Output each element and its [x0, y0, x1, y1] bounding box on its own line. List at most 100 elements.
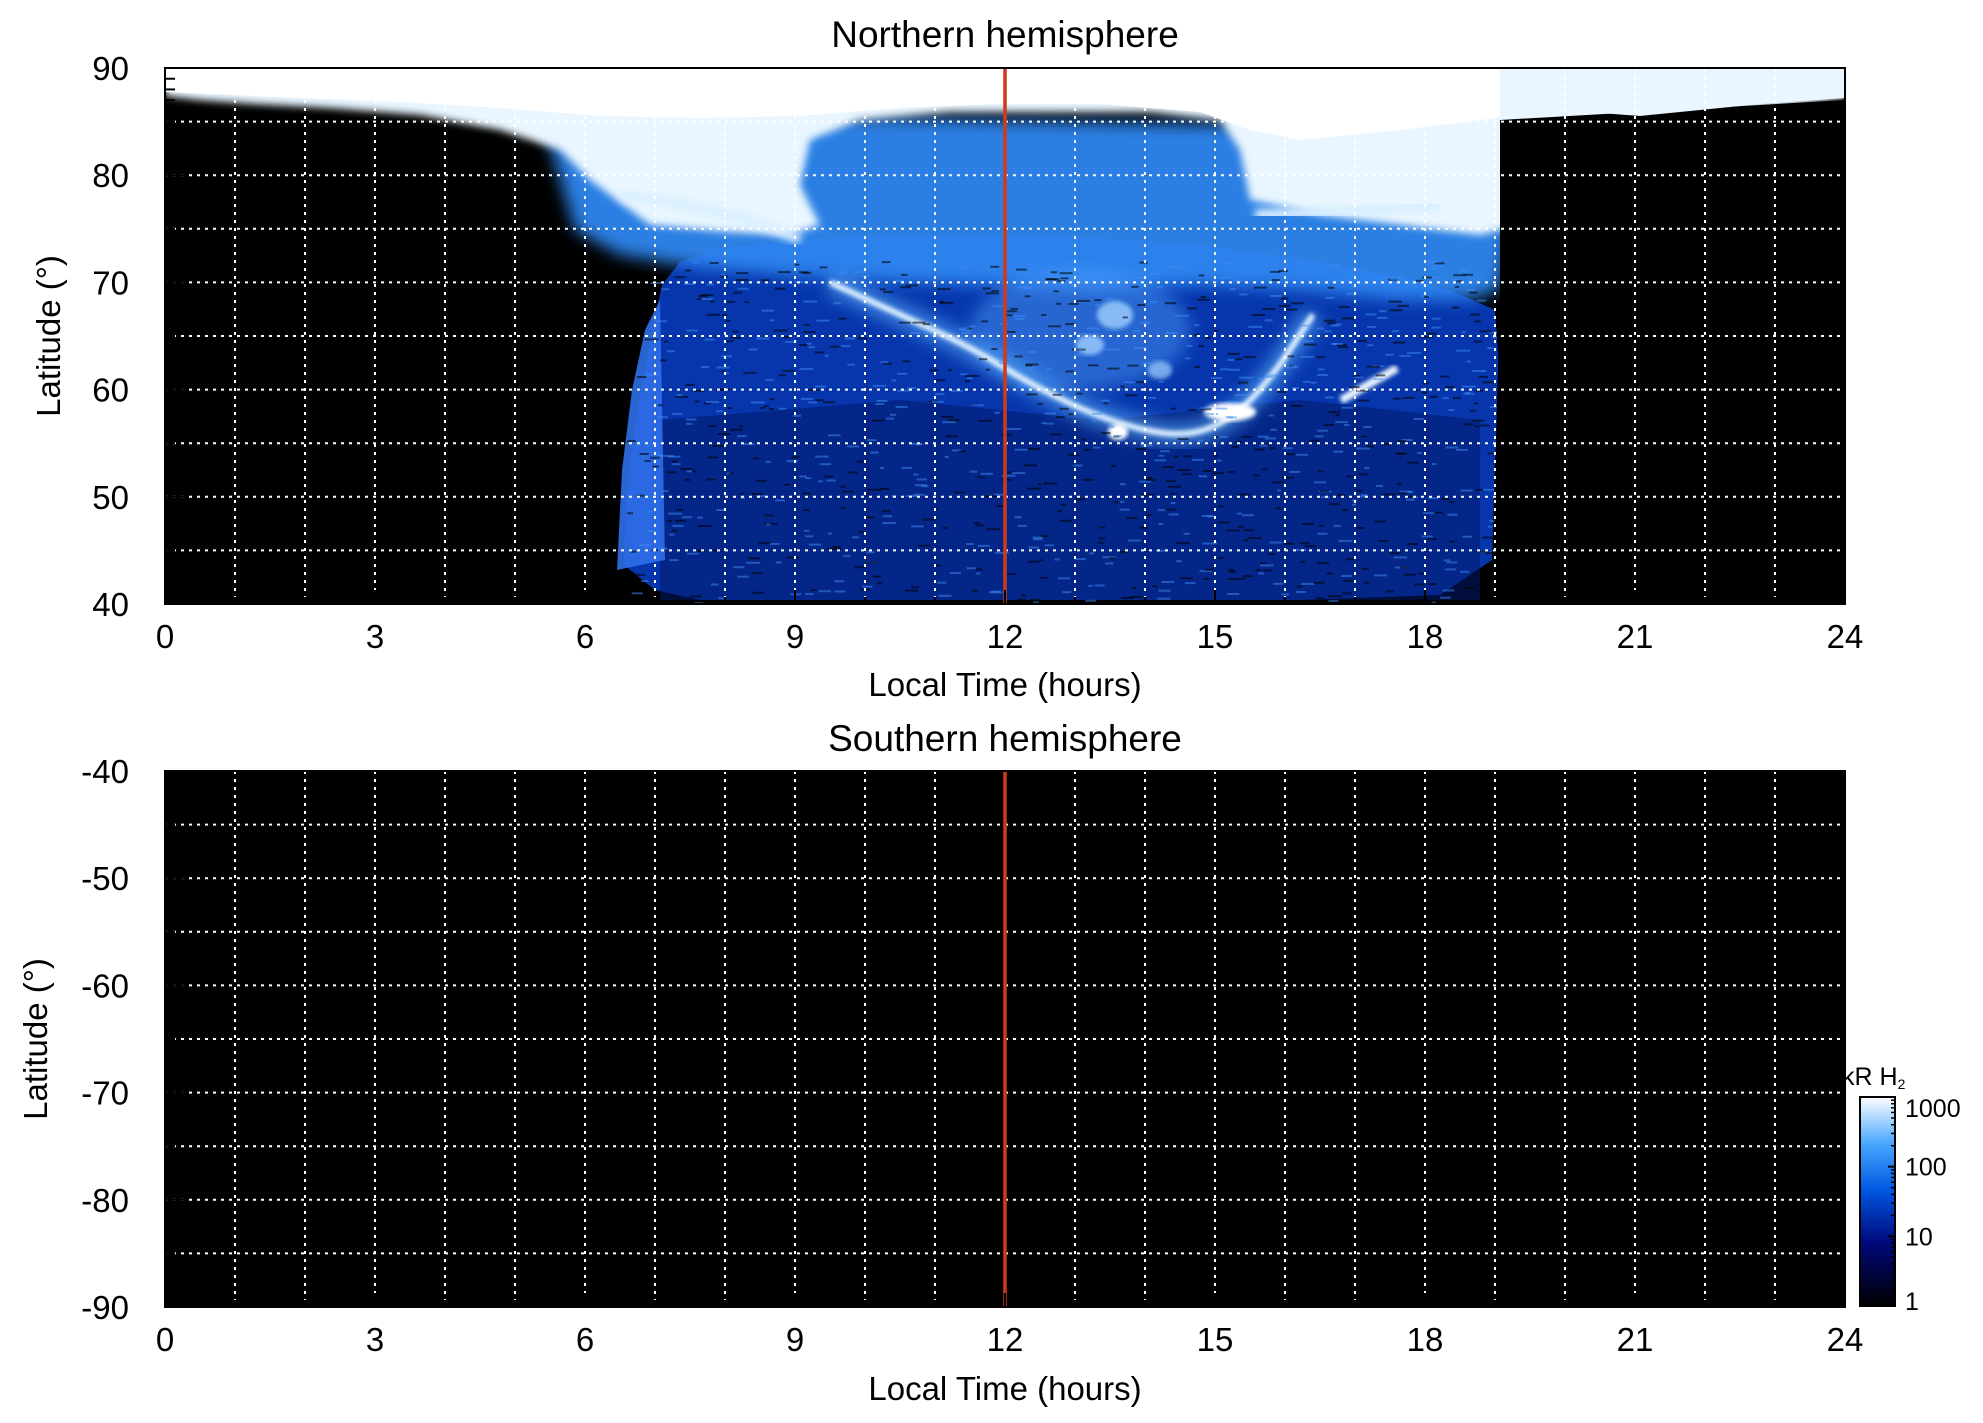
noise-speck — [900, 273, 908, 276]
noise-speck — [942, 526, 948, 529]
noise-speck — [1165, 480, 1177, 483]
noise-speck — [1364, 581, 1370, 584]
noise-speck — [1147, 396, 1156, 399]
noise-speck — [1295, 453, 1309, 456]
noise-speck — [1463, 392, 1475, 395]
noise-speck — [934, 379, 945, 382]
noise-speck — [1485, 552, 1496, 555]
noise-speck — [1366, 365, 1381, 368]
noise-speck — [802, 272, 812, 275]
noise-speck — [1197, 298, 1210, 301]
noise-speck — [1445, 385, 1455, 388]
noise-speck — [1253, 286, 1267, 289]
noise-speck — [1343, 423, 1350, 426]
noise-speck — [1453, 278, 1459, 281]
noise-speck — [761, 279, 770, 282]
noise-speck — [1057, 280, 1066, 283]
noise-speck — [1109, 425, 1115, 428]
noise-speck — [1431, 326, 1441, 329]
noise-speck — [1279, 304, 1291, 307]
noise-speck — [1060, 503, 1067, 506]
south-xtick-label: 15 — [1197, 1321, 1234, 1358]
noise-speck — [1142, 362, 1157, 365]
noise-speck — [1198, 274, 1205, 277]
noise-speck — [1139, 526, 1148, 529]
noise-speck — [1089, 552, 1094, 555]
noise-speck — [1267, 552, 1276, 555]
noise-speck — [1474, 402, 1479, 405]
noise-speck — [805, 535, 814, 538]
noise-speck — [1487, 452, 1494, 455]
noise-speck — [1335, 421, 1348, 424]
noise-speck — [1278, 269, 1289, 272]
noise-speck — [627, 440, 636, 442]
noise-speck — [712, 445, 726, 447]
noise-speck — [1277, 390, 1286, 393]
noise-speck — [662, 455, 674, 457]
noise-speck — [815, 399, 824, 402]
noise-speck — [684, 269, 692, 272]
noise-speck — [1421, 391, 1428, 394]
noise-speck — [992, 305, 1006, 308]
north-xlabel: Local Time (hours) — [868, 666, 1141, 703]
noise-speck — [1054, 558, 1060, 561]
northern-panel: Northern hemisphere — [30, 14, 1863, 703]
noise-speck — [1300, 560, 1306, 563]
north-xtick-label: 12 — [987, 618, 1024, 655]
noise-speck — [737, 435, 747, 438]
noise-speck — [1379, 310, 1387, 313]
noise-speck — [856, 460, 868, 463]
noise-speck — [975, 524, 985, 527]
noise-speck — [1185, 582, 1196, 585]
noise-speck — [1184, 357, 1191, 360]
noise-speck — [1183, 532, 1190, 535]
noise-speck — [739, 492, 744, 495]
noise-speck — [1162, 466, 1175, 469]
noise-speck — [1160, 450, 1170, 453]
noise-speck — [1326, 572, 1333, 575]
noise-speck — [806, 342, 812, 345]
noise-speck — [777, 271, 791, 274]
noise-speck — [1225, 416, 1234, 419]
noise-speck — [1357, 399, 1370, 402]
noise-speck — [1480, 583, 1486, 586]
noise-speck — [1426, 261, 1439, 263]
noise-speck — [1198, 475, 1207, 478]
noise-speck — [1314, 481, 1327, 484]
north-dayside-patch — [970, 270, 1190, 390]
noise-speck — [1194, 324, 1200, 327]
south-ytick-label: -40 — [81, 753, 129, 790]
noise-speck — [1453, 397, 1462, 400]
noise-speck — [1154, 459, 1167, 462]
noise-speck — [867, 488, 881, 491]
noise-speck — [1475, 488, 1485, 491]
noise-speck — [1424, 295, 1429, 298]
noise-speck — [834, 590, 846, 593]
north-ytick-label: 90 — [92, 50, 129, 87]
noise-speck — [1463, 273, 1473, 276]
noise-speck — [707, 456, 718, 459]
noise-speck — [736, 272, 749, 275]
noise-speck — [1119, 508, 1130, 511]
noise-speck — [1203, 470, 1212, 472]
noise-speck — [922, 323, 931, 326]
noise-speck — [1041, 314, 1047, 316]
noise-speck — [1476, 299, 1487, 302]
noise-speck — [882, 522, 896, 524]
noise-speck — [1269, 447, 1277, 450]
noise-speck — [1451, 306, 1460, 309]
noise-speck — [1325, 296, 1335, 299]
noise-speck — [775, 499, 785, 502]
noise-speck — [1423, 382, 1429, 385]
noise-speck — [819, 266, 828, 269]
noise-speck — [1205, 413, 1218, 415]
south-ytick-label: -80 — [81, 1182, 129, 1219]
noise-speck — [969, 325, 977, 328]
noise-speck — [1025, 263, 1034, 266]
noise-speck — [652, 465, 660, 468]
noise-speck — [675, 519, 687, 522]
noise-speck — [1456, 349, 1471, 352]
noise-speck — [1418, 572, 1426, 575]
noise-speck — [1006, 314, 1013, 317]
